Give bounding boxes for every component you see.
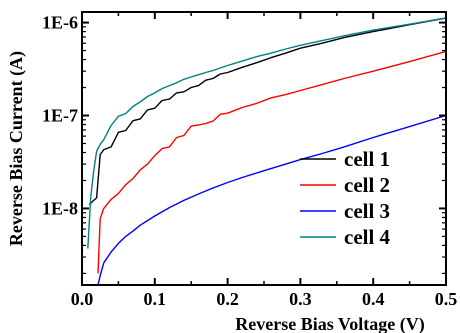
series-line-3 [97, 114, 447, 286]
series-line-2 [97, 50, 447, 274]
x-tick-label: 0.3 [289, 289, 312, 309]
legend-label-3: cell 3 [344, 199, 390, 223]
y-axis-label: Reverse Bias Current (A) [6, 51, 27, 246]
series-line-4 [87, 17, 447, 249]
x-tick-label: 0.2 [216, 289, 239, 309]
plot-frame [81, 11, 447, 286]
y-tick-label: 1E-6 [42, 13, 78, 33]
x-tick-label: 0.5 [435, 289, 458, 309]
series-line-1 [88, 17, 447, 206]
y-tick-label: 1E-8 [42, 198, 78, 218]
legend-label-2: cell 2 [344, 173, 390, 197]
x-axis-label: Reverse Bias Voltage (V) [235, 314, 424, 333]
x-tick-label: 0.0 [71, 289, 94, 309]
tick-layer: 0.0 0.1 0.2 0.3 0.4 0.5 1E-8 1E-7 1E-6 [42, 12, 457, 309]
legend-label-4: cell 4 [344, 225, 391, 249]
x-tick-label: 0.4 [362, 289, 385, 309]
series-layer [87, 17, 447, 286]
legend-label-1: cell 1 [344, 147, 390, 171]
x-tick-label: 0.1 [144, 289, 167, 309]
y-tick-label: 1E-7 [42, 106, 78, 126]
